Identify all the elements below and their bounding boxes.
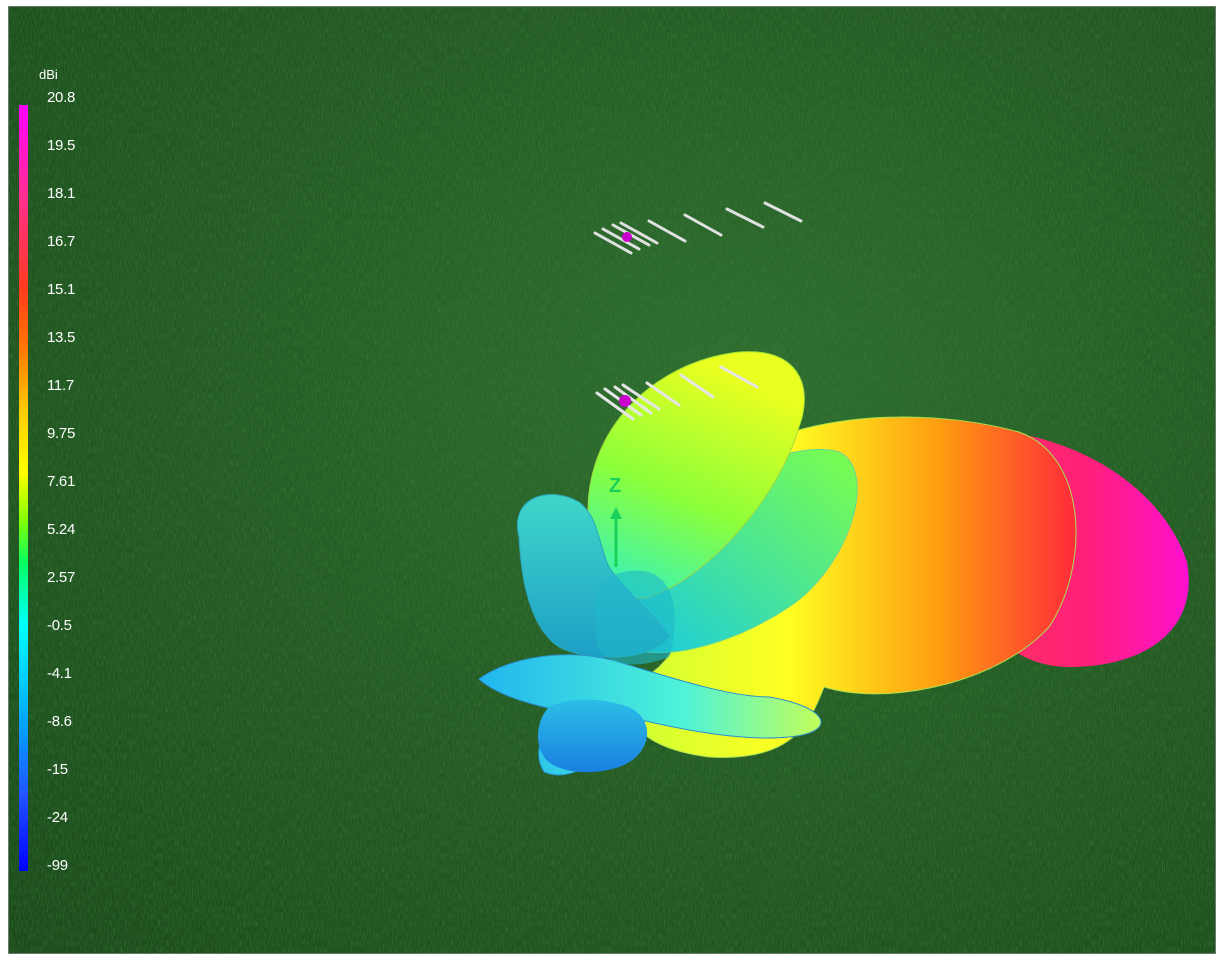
legend-tick: -24 (47, 809, 68, 826)
inner-cup (594, 570, 675, 665)
legend-tick: -8.6 (47, 713, 72, 730)
legend-tick: 16.7 (47, 233, 75, 250)
legend-unit-label: dBi (39, 67, 58, 82)
feed-point-icon (619, 395, 631, 407)
legend-tick: 5.24 (47, 521, 75, 538)
legend-tick: -99 (47, 857, 68, 874)
legend-tick: 13.5 (47, 329, 75, 346)
radiation-pattern-scene: Z (9, 7, 1215, 953)
legend-tick: -4.1 (47, 665, 72, 682)
legend-tick: 11.7 (47, 377, 74, 394)
legend-tick: -0.5 (47, 617, 72, 634)
legend-tick: 19.5 (47, 137, 75, 154)
bottom-lobe (537, 699, 648, 773)
legend-tick: -15 (47, 761, 68, 778)
3d-viewport[interactable]: Z dBi 20.8 19.5 18.1 16.7 15.1 13.5 11.7… (8, 6, 1216, 954)
legend-tick: 15.1 (47, 281, 75, 298)
legend-tick: 9.75 (47, 425, 75, 442)
svg-text:Z: Z (609, 475, 621, 497)
legend-tick: 20.8 (47, 89, 75, 106)
gain-colorbar (19, 105, 28, 871)
z-axis: Z (609, 475, 622, 567)
antenna-elements (595, 365, 759, 421)
legend-tick: 7.61 (47, 473, 75, 490)
legend-tick: 18.1 (47, 185, 75, 202)
legend-tick: 2.57 (47, 569, 75, 586)
antenna-reflection (593, 201, 803, 255)
